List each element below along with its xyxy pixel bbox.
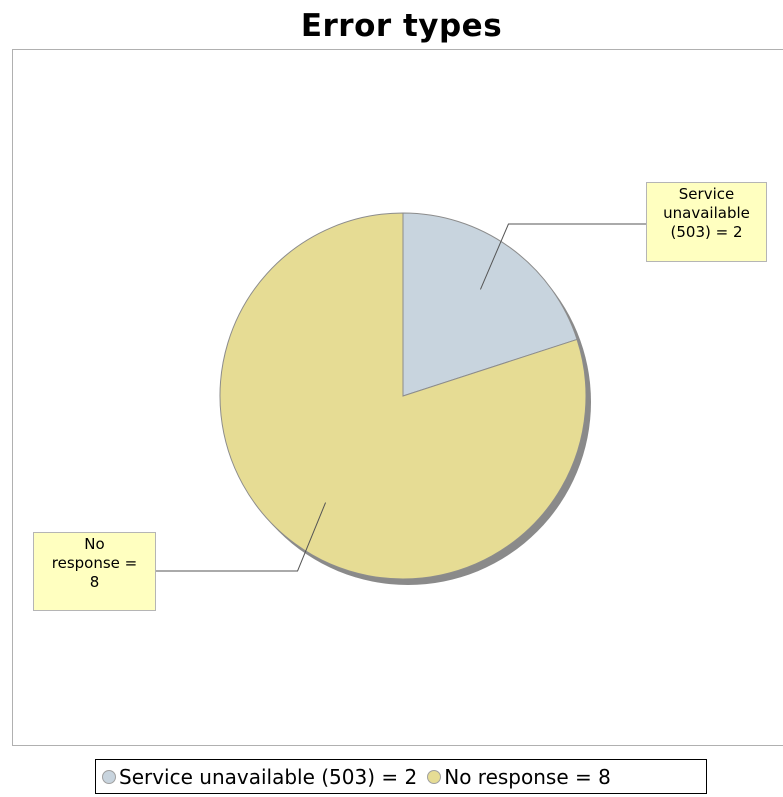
connector-line-service-unavailable (479, 223, 646, 290)
legend-label: No response = 8 (444, 764, 611, 789)
connector-line-no-response (156, 502, 327, 572)
pie-slice-service-unavailable (402, 212, 578, 397)
legend-swatch-icon (427, 769, 442, 784)
legend: Service unavailable (503) = 2 No respons… (95, 759, 707, 794)
slice-label-no-response: No response = 8 (33, 532, 156, 611)
chart-title: Error types (300, 8, 503, 44)
legend-label: Service unavailable (503) = 2 (119, 764, 418, 789)
legend-swatch-icon (102, 769, 116, 784)
legend-item-service-unavailable: Service unavailable (503) = 2 (102, 765, 417, 789)
pie-slice-no-response (219, 212, 587, 580)
legend-item-no-response: No response = 8 (427, 765, 611, 789)
slice-label-service-unavailable: Service unavailable (503) = 2 (646, 182, 767, 262)
